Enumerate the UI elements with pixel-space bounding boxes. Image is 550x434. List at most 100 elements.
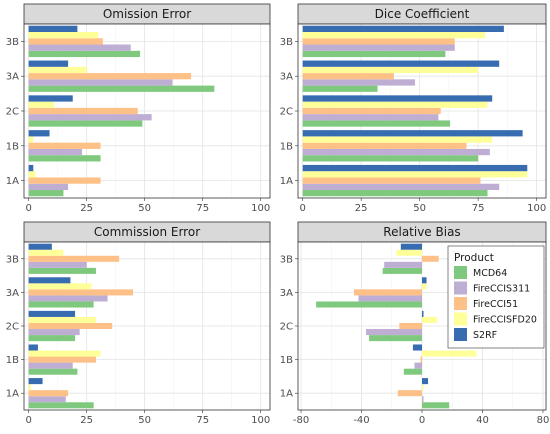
plot-area: 0 25 50 75 100 1A 1B 2C 3A 3B: [6, 23, 271, 214]
x-tick-label: -40: [353, 415, 369, 426]
bar-fireccis311-2c: [28, 329, 80, 336]
bar-s2rf-3b: [400, 243, 422, 250]
bar-mcd64-1b: [403, 368, 422, 375]
bar-firecci51-1a: [28, 390, 69, 397]
bar-fireccis311-3a: [302, 79, 415, 86]
bar-firecci51-1b: [420, 356, 422, 363]
bar-s2rf-3a: [302, 60, 500, 67]
x-tick-label: 75: [196, 203, 209, 214]
bar-s2rf-3b: [28, 25, 78, 33]
x-tick-label: 100: [527, 203, 546, 214]
bar-firecci51-2c: [399, 322, 422, 330]
bar-fireccisfd20-1a: [302, 171, 528, 178]
x-tick-label: 0: [299, 203, 305, 214]
bar-fireccisfd20-3b: [28, 32, 99, 39]
bar-s2rf-1a: [302, 164, 528, 172]
bar-fireccis311-3a: [28, 295, 108, 302]
bar-mcd64-3b: [28, 50, 141, 58]
x-tick-label: 0: [25, 203, 31, 214]
plot-area: 0 25 50 75 100 1A 1B 2C 3A 3B: [6, 241, 271, 426]
bar-fireccisfd20-1a: [422, 384, 424, 391]
bar-fireccis311-3b: [28, 44, 131, 51]
bar-mcd64-3b: [382, 267, 422, 274]
bar-fireccis311-2c: [28, 114, 152, 121]
x-tick-label: 25: [80, 203, 93, 214]
bar-firecci51-1b: [28, 142, 101, 149]
panel-border: [23, 241, 271, 411]
bar-mcd64-3a: [28, 85, 215, 92]
legend-items: MCD64 FireCCIS311 FireCCI51 FireCCISFD20 S2R…: [454, 266, 537, 341]
bar-firecci51-2c: [28, 107, 138, 115]
panel-title: Omission Error: [103, 7, 191, 21]
bar-s2rf-2c: [422, 310, 424, 317]
x-tick-label: 50: [138, 203, 151, 214]
x-tick-label: 50: [138, 415, 151, 426]
bar-s2rf-3b: [302, 25, 504, 33]
panel-border: [23, 23, 271, 199]
panel-commission-error: Commission Error 0 25 50 75 100 1A 1B 2C 3A 3B: [6, 221, 271, 426]
bar-mcd64-3b: [28, 267, 96, 274]
bar-firecci51-3b: [422, 255, 439, 262]
legend-label-fireccisfd20: FireCCISFD20: [473, 315, 537, 326]
y-tick-label: 1A: [280, 389, 293, 400]
bar-fireccisfd20-3a: [302, 66, 479, 74]
bar-fireccisfd20-3b: [396, 249, 422, 256]
y-tick-label: 3B: [6, 37, 19, 48]
panel-title: Relative Bias: [383, 225, 460, 239]
bar-firecci51-1a: [397, 390, 422, 397]
bar-s2rf-1b: [28, 344, 38, 351]
x-tick-label: 80: [537, 415, 550, 426]
bar-firecci51-1a: [28, 177, 101, 184]
bar-fireccis311-3b: [302, 44, 455, 51]
plot-area: 0 25 50 75 100 1A 1B 2C 3A 3B: [280, 23, 547, 214]
y-tick-label: 3A: [280, 288, 293, 299]
bar-firecci51-3a: [28, 73, 192, 80]
bar-fireccisfd20-3a: [28, 66, 87, 74]
y-tick-label: 3B: [280, 37, 293, 48]
bar-mcd64-1a: [422, 402, 450, 409]
bar-firecci51-3a: [353, 289, 422, 296]
bar-s2rf-1a: [28, 164, 34, 172]
y-tick-label: 1B: [6, 355, 19, 366]
legend-label-s2rf: S2RF: [473, 330, 497, 341]
panel-title: Commission Error: [94, 225, 200, 239]
bar-mcd64-1a: [302, 189, 488, 197]
bar-s2rf-2c: [28, 310, 76, 317]
bar-firecci51-2c: [28, 322, 113, 330]
x-tick-label: 75: [472, 203, 485, 214]
bar-fireccis311-3b: [384, 261, 422, 268]
x-tick-label: 40: [476, 415, 489, 426]
x-tick-label: 0: [25, 415, 31, 426]
bar-firecci51-1a: [302, 177, 481, 184]
bar-firecci51-2c: [302, 107, 441, 115]
bar-s2rf-2c: [302, 95, 493, 102]
bar-s2rf-3a: [28, 277, 71, 284]
bar-mcd64-3a: [316, 301, 422, 308]
bar-fireccis311-1b: [28, 148, 83, 156]
bar-firecci51-3b: [28, 255, 120, 262]
legend-title: Product: [454, 252, 494, 264]
y-tick-label: 1B: [280, 355, 293, 366]
bar-firecci51-3b: [28, 38, 103, 45]
bar-fireccis311-3a: [28, 79, 173, 86]
bar-s2rf-2c: [28, 95, 73, 102]
y-tick-label: 1A: [280, 176, 293, 187]
bar-firecci51-3b: [302, 38, 455, 45]
bar-fireccisfd20-3a: [422, 283, 427, 290]
bar-fireccisfd20-1b: [28, 350, 101, 357]
bar-s2rf-3b: [28, 243, 52, 250]
y-tick-label: 3A: [6, 72, 19, 83]
bar-s2rf-1b: [28, 130, 50, 137]
panel-border: [297, 241, 547, 411]
bar-s2rf-1b: [412, 344, 422, 351]
bar-mcd64-1b: [28, 368, 78, 375]
legend-swatch-fireccis311: [454, 281, 467, 295]
x-tick-label: 50: [413, 203, 426, 214]
bar-fireccisfd20-1a: [28, 171, 36, 178]
bar-fireccis311-1a: [28, 183, 69, 190]
x-tick-label: 25: [80, 415, 93, 426]
bar-mcd64-3a: [302, 85, 378, 92]
bar-fireccisfd20-2c: [422, 316, 438, 323]
bar-fireccisfd20-1a: [28, 384, 31, 391]
